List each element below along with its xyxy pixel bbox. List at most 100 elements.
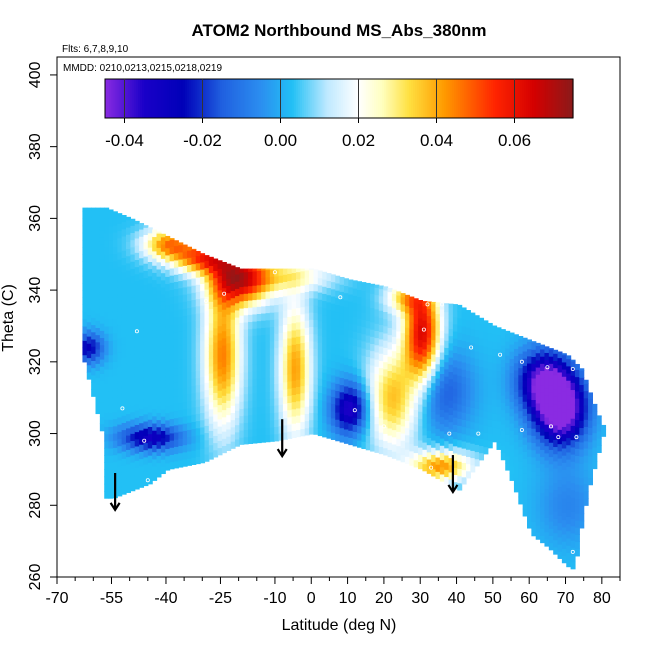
heat-cell (165, 235, 171, 242)
heat-cell (195, 420, 201, 429)
heat-cell (134, 266, 140, 275)
colorbar-swatch (227, 79, 231, 118)
heat-cell (474, 329, 480, 338)
heat-cell (422, 406, 428, 414)
heat-cell (518, 403, 524, 412)
heat-cell (147, 469, 153, 478)
heat-cell (200, 340, 206, 349)
heat-cell (278, 296, 284, 305)
heat-cell (300, 299, 306, 308)
heat-cell (317, 313, 323, 322)
heat-cell (217, 411, 223, 420)
heat-cell (126, 226, 131, 235)
heat-cell (505, 405, 511, 414)
heat-cell (104, 361, 110, 370)
heat-cell (435, 370, 441, 379)
heat-cell (309, 304, 315, 313)
heat-cell (191, 277, 197, 286)
heat-cell (335, 426, 341, 435)
heat-cell (91, 346, 97, 354)
heat-cell (461, 326, 467, 334)
heat-cell (108, 390, 114, 399)
heat-cell (117, 409, 123, 418)
heat-cell (527, 362, 532, 371)
heat-cell (217, 289, 223, 298)
heat-cell (479, 395, 485, 404)
heat-cell (256, 370, 262, 379)
heat-cell (208, 451, 214, 460)
heat-cell (173, 302, 179, 311)
heat-cell (191, 342, 197, 351)
heat-cell (195, 312, 201, 321)
heat-cell (204, 367, 210, 376)
heat-cell (300, 399, 306, 408)
heat-cell (383, 368, 389, 377)
heat-cell (383, 304, 389, 312)
heat-cell (208, 415, 214, 424)
heat-cell (426, 358, 432, 367)
heat-cell (479, 323, 485, 332)
heat-cell (409, 296, 415, 301)
heat-cell (300, 407, 306, 415)
heat-cell (178, 431, 184, 439)
heat-cell (383, 332, 389, 341)
heat-cell (191, 249, 197, 257)
heat-cell (304, 277, 310, 285)
heat-cell (448, 471, 454, 480)
heat-cell (187, 278, 192, 287)
heat-cell (365, 428, 371, 436)
heat-cell (104, 304, 110, 313)
heat-cell (574, 369, 580, 378)
heat-cell (139, 343, 145, 352)
heat-cell (452, 359, 458, 368)
heat-cell (391, 293, 397, 302)
heat-cell (579, 492, 585, 500)
heat-cell (296, 429, 301, 438)
heat-cell (313, 419, 319, 428)
heat-cell (99, 222, 105, 231)
heat-cell (348, 315, 354, 324)
heat-cell (134, 481, 140, 490)
heat-cell (330, 295, 336, 304)
heat-cell (422, 320, 428, 328)
heat-cell (465, 442, 471, 450)
colorbar-swatch (481, 79, 484, 118)
heat-cell (566, 415, 572, 424)
heat-cell (387, 420, 393, 429)
heat-cell (553, 410, 559, 419)
heat-cell (130, 261, 136, 269)
heat-cell (422, 391, 428, 400)
heat-cell (561, 404, 567, 413)
y-tick-label: 260 (27, 564, 44, 591)
heat-cell (470, 450, 476, 459)
heat-cell (544, 366, 550, 375)
heat-cell (378, 285, 384, 290)
heat-cell (444, 304, 450, 313)
heat-cell (309, 426, 315, 435)
heat-cell (278, 332, 284, 341)
heat-cell (99, 265, 105, 274)
heat-cell (339, 420, 345, 429)
heat-cell (527, 520, 532, 529)
heat-cell (361, 340, 367, 349)
heat-cell (108, 225, 114, 234)
heat-cell (213, 263, 219, 271)
heat-cell (274, 326, 280, 334)
heat-cell (548, 485, 554, 493)
heat-cell (204, 403, 210, 412)
heat-cell (230, 347, 236, 356)
heat-cell (566, 451, 572, 460)
heat-cell (239, 286, 245, 295)
heat-cell (165, 383, 171, 392)
heat-cell (522, 386, 528, 395)
colorbar-swatch (532, 79, 535, 118)
heat-cell (326, 308, 332, 317)
heat-cell (343, 421, 349, 430)
heat-cell (335, 397, 341, 406)
heat-cell (357, 439, 362, 448)
heat-cell (535, 342, 541, 347)
heat-cell (500, 373, 506, 382)
heat-cell (287, 352, 293, 360)
heat-cell (570, 359, 576, 362)
heat-cell (265, 291, 271, 299)
